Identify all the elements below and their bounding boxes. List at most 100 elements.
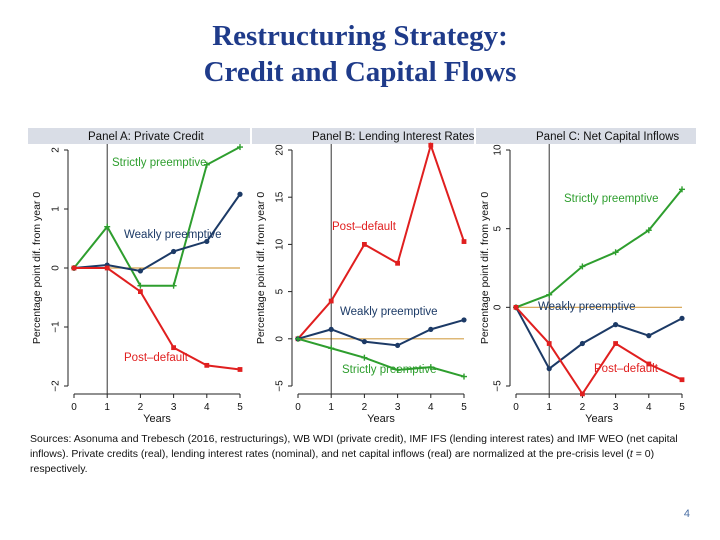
point-strictly-preemptive bbox=[579, 263, 586, 270]
series-label-weakly-preemptive: Weakly preemptive bbox=[538, 301, 636, 313]
series-label-strictly-preemptive: Strictly preemptive bbox=[564, 193, 659, 205]
x-tick-label: 1 bbox=[328, 402, 334, 413]
series-line-post-default bbox=[515, 306, 683, 396]
series-line-weakly-preemptive bbox=[297, 318, 465, 347]
x-axis-label: Years bbox=[143, 413, 171, 425]
point-weakly-preemptive bbox=[461, 317, 467, 323]
point-post-default bbox=[71, 265, 77, 271]
point-strictly-preemptive bbox=[104, 223, 111, 230]
point-weakly-preemptive bbox=[137, 268, 143, 274]
point-weakly-preemptive bbox=[546, 366, 552, 372]
series-line-post-default bbox=[297, 141, 465, 340]
point-strictly-preemptive bbox=[427, 364, 434, 371]
point-weakly-preemptive bbox=[171, 248, 177, 255]
slide-title-line1: Restructuring Strategy: bbox=[212, 20, 508, 52]
y-axis-label: Percentage point dif. from year 0 bbox=[31, 192, 43, 344]
y-tick-label: 1 bbox=[51, 206, 62, 212]
slide-title-line2: Credit and Capital Flows bbox=[203, 56, 517, 88]
point-post-default bbox=[679, 377, 685, 383]
panel-c: Panel C: Net Capital Inflows −5 0 5 10 0 1 2 3 4 5… bbox=[476, 128, 696, 425]
point-post-default bbox=[362, 242, 367, 247]
series-line-strictly-preemptive bbox=[297, 337, 465, 378]
point-strictly-preemptive bbox=[645, 227, 652, 234]
slide-title: Restructuring Strategy: Credit and Capit… bbox=[0, 18, 720, 90]
x-tick-label: 4 bbox=[428, 402, 434, 413]
sources-note: Sources: Asonuma and Trebesch (2016, res… bbox=[30, 432, 690, 477]
series-label-strictly-preemptive: Strictly preemptive bbox=[342, 364, 437, 376]
x-tick-label: 1 bbox=[546, 402, 552, 413]
point-strictly-preemptive bbox=[361, 354, 368, 361]
panel-title: Panel C: Net Capital Inflows bbox=[536, 131, 679, 143]
point-post-default bbox=[461, 239, 467, 244]
point-post-default bbox=[104, 265, 110, 271]
series-line-weakly-preemptive bbox=[73, 193, 241, 272]
point-strictly-preemptive bbox=[295, 335, 301, 342]
x-tick-label: 4 bbox=[204, 402, 210, 413]
series-line-strictly-preemptive bbox=[73, 146, 241, 287]
point-post-default bbox=[204, 362, 210, 368]
y-tick-label: 5 bbox=[493, 225, 504, 231]
y-tick-label: 2 bbox=[51, 147, 62, 153]
x-tick-label: 4 bbox=[646, 402, 652, 413]
point-weakly-preemptive bbox=[428, 326, 434, 332]
point-post-default bbox=[428, 142, 434, 148]
point-weakly-preemptive bbox=[328, 326, 334, 332]
series-line-strictly-preemptive bbox=[515, 188, 683, 309]
y-tick-label: 10 bbox=[275, 238, 286, 250]
series-label-post-default: Post–default bbox=[124, 352, 189, 364]
y-tick-label: −2 bbox=[51, 380, 62, 392]
point-post-default bbox=[580, 391, 585, 397]
panel-header-bar bbox=[28, 128, 250, 144]
point-strictly-preemptive bbox=[546, 291, 553, 298]
point-strictly-preemptive bbox=[394, 366, 401, 373]
panel-header-bar bbox=[252, 128, 474, 144]
y-tick-label: 10 bbox=[493, 144, 504, 156]
point-post-default bbox=[513, 304, 519, 310]
panel-b: Panel B: Lending Interest Rates −5 0 5 10 15 2… bbox=[252, 128, 475, 425]
panel-c-chart: Panel C: Net Capital Inflows −5 0 5 10 0 1 2 3 4 5… bbox=[476, 128, 696, 425]
x-tick-label: 0 bbox=[513, 402, 519, 413]
page-number: 4 bbox=[683, 508, 690, 520]
point-strictly-preemptive bbox=[137, 282, 144, 289]
y-tick-label: −5 bbox=[493, 380, 504, 392]
point-weakly-preemptive bbox=[204, 238, 210, 245]
series-label-weakly-preemptive: Weakly preemptive bbox=[124, 229, 222, 241]
point-strictly-preemptive bbox=[328, 345, 335, 352]
panel-a: Panel A: Private Credit −2 −1 0 1 2 0 1 2 3 4 5 Year… bbox=[28, 128, 250, 425]
point-post-default bbox=[237, 367, 243, 372]
sources-t-symbol: t bbox=[629, 448, 633, 460]
point-post-default bbox=[138, 289, 143, 294]
x-tick-label: 3 bbox=[613, 402, 619, 413]
sources-text-a: Sources: Asonuma and Trebesch (2016, res… bbox=[30, 433, 678, 460]
y-tick-label: 5 bbox=[275, 288, 286, 294]
point-weakly-preemptive bbox=[646, 333, 652, 339]
point-weakly-preemptive bbox=[613, 322, 619, 328]
x-tick-label: 1 bbox=[104, 402, 110, 413]
series-label-post-default: Post–default bbox=[594, 363, 659, 375]
point-weakly-preemptive bbox=[237, 191, 243, 197]
x-tick-label: 3 bbox=[395, 402, 401, 413]
x-tick-label: 2 bbox=[580, 402, 586, 413]
series-label-post-default: Post–default bbox=[332, 221, 397, 233]
point-strictly-preemptive bbox=[461, 373, 467, 380]
x-axis-label: Years bbox=[367, 413, 395, 425]
x-tick-label: 5 bbox=[461, 402, 467, 413]
y-tick-label: 0 bbox=[51, 265, 62, 271]
panel-header-bar bbox=[476, 128, 696, 144]
x-tick-label: 3 bbox=[171, 402, 177, 413]
y-tick-label: 20 bbox=[275, 144, 286, 156]
x-tick-label: 5 bbox=[237, 402, 243, 413]
point-strictly-preemptive bbox=[679, 186, 685, 193]
panel-a-chart: Panel A: Private Credit −2 −1 0 1 2 0 1 2 3 4 5 Year… bbox=[28, 128, 250, 425]
y-tick-label: −1 bbox=[51, 321, 62, 333]
panel-title: Panel B: Lending Interest Rates bbox=[312, 131, 475, 143]
x-tick-label: 2 bbox=[138, 402, 144, 413]
y-tick-label: −5 bbox=[275, 380, 286, 392]
sources-text-b: = 0) respectively. bbox=[30, 448, 655, 475]
x-tick-label: 2 bbox=[362, 402, 368, 413]
point-post-default bbox=[328, 298, 334, 304]
point-post-default bbox=[646, 361, 652, 367]
series-line-weakly-preemptive bbox=[515, 306, 683, 371]
point-strictly-preemptive bbox=[203, 161, 210, 168]
y-axis-label: Percentage point dif. from year 0 bbox=[479, 192, 491, 344]
